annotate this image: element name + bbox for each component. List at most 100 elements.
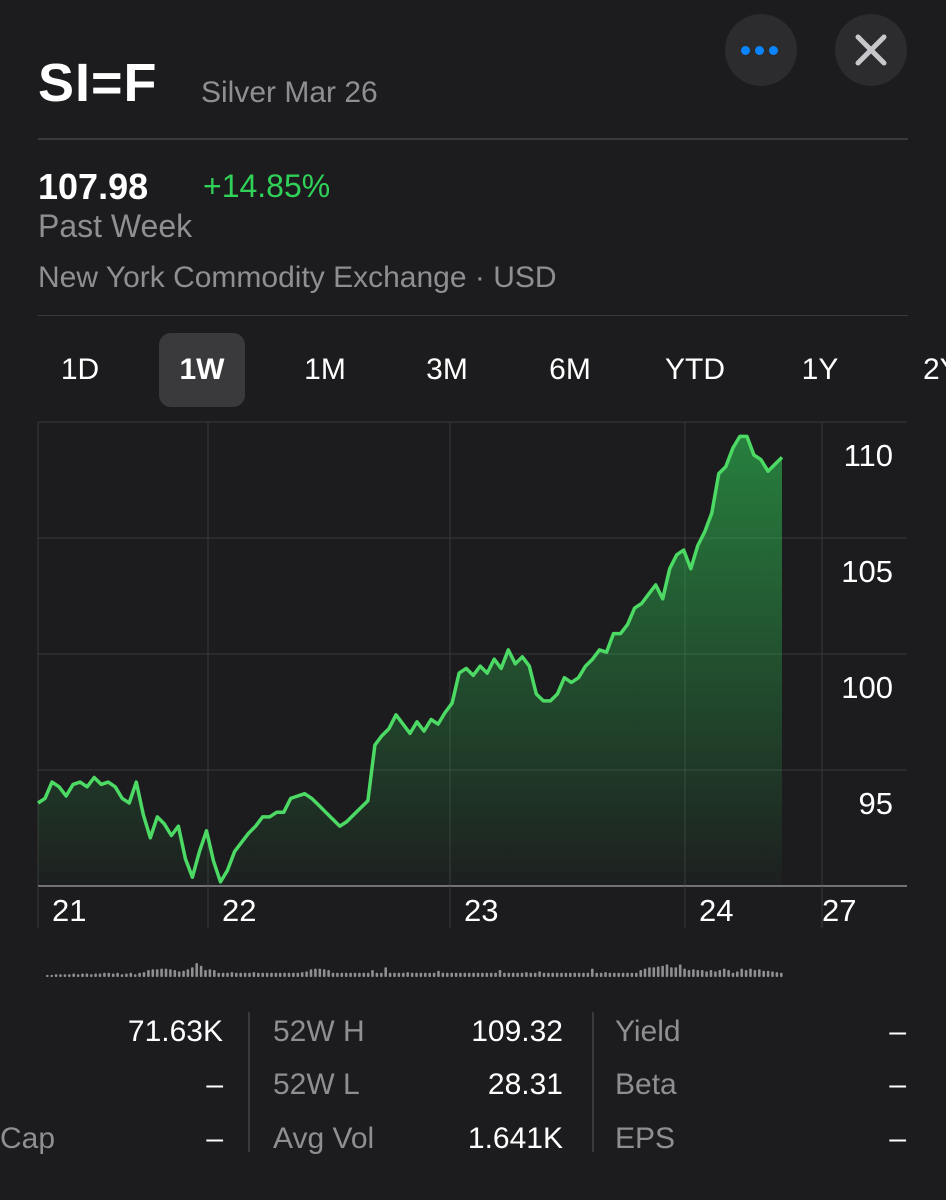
volume-bar <box>437 970 440 977</box>
volume-bar <box>749 968 752 977</box>
volume-bar <box>736 971 739 977</box>
volume-bar <box>573 972 576 977</box>
volume-bar <box>762 970 765 977</box>
volume-bar <box>248 972 251 977</box>
volume-bar <box>410 972 414 977</box>
volume-bar <box>608 972 612 977</box>
volume-bar <box>50 974 53 977</box>
ticker-symbol: SI=F <box>38 53 158 113</box>
x-tick-label-24: 24 <box>699 893 733 928</box>
volume-bar <box>727 970 730 977</box>
stat-value-volume: 71.63K <box>127 1015 223 1048</box>
volume-bar <box>107 972 111 977</box>
volume-bar <box>116 972 119 977</box>
stat-label-avg-vol: Avg Vol <box>273 1122 375 1155</box>
volume-bar <box>643 968 647 977</box>
volume-bar <box>520 972 524 977</box>
x-tick-label-22: 22 <box>222 893 256 928</box>
range-tab-1w[interactable]: 1W <box>159 333 245 407</box>
volume-bar <box>98 973 102 977</box>
volume-bar <box>235 972 238 977</box>
volume-bar <box>648 967 651 977</box>
volume-bar <box>454 972 458 977</box>
y-tick-label-95: 95 <box>859 786 893 821</box>
volume-bar <box>683 968 686 977</box>
volume-bar <box>322 969 326 977</box>
range-tab-1y[interactable]: 1Y <box>801 353 839 386</box>
volume-bar <box>665 964 669 977</box>
volume-bar <box>547 972 550 977</box>
volume-bar <box>450 972 453 977</box>
volume-bar <box>81 973 84 977</box>
volume-bar <box>76 974 80 977</box>
volume-bar <box>463 972 467 977</box>
volume-bar <box>692 969 695 977</box>
current-price: 107.98 <box>38 166 149 207</box>
volume-bar <box>560 972 563 977</box>
volume-bar <box>186 969 190 977</box>
stat-value-52w-high: 109.32 <box>471 1015 563 1048</box>
volume-bar <box>133 974 137 977</box>
range-tab-2y[interactable]: 2Y <box>923 353 946 386</box>
volume-bar <box>85 973 89 977</box>
range-tab-6m[interactable]: 6M <box>549 353 591 386</box>
volume-bar <box>252 972 256 977</box>
volume-bar <box>103 972 106 977</box>
volume-bar <box>160 968 163 977</box>
volume-bar <box>670 967 673 977</box>
volume-bar <box>511 972 515 977</box>
volume-bar <box>771 971 774 977</box>
volume-bar <box>226 972 229 977</box>
volume-bar <box>753 970 757 977</box>
volume-bar <box>613 972 616 977</box>
volume-bar <box>129 972 133 977</box>
range-tab-1d[interactable]: 1D <box>60 353 100 386</box>
y-tick-label-105: 105 <box>841 554 893 589</box>
volume-bar <box>204 970 207 977</box>
stats-separator-2 <box>592 1012 594 1152</box>
range-tab-3m[interactable]: 3M <box>426 353 468 386</box>
x-tick-label-23: 23 <box>464 893 498 928</box>
volume-bar <box>120 974 124 977</box>
range-tab-ytd[interactable]: YTD <box>665 353 725 386</box>
volume-bar <box>393 972 396 977</box>
volume-bar <box>591 968 594 977</box>
volume-bar <box>94 973 97 977</box>
price-chart[interactable]: 110 105 100 95 21 22 23 24 27 <box>0 420 946 940</box>
volume-bar <box>744 970 748 977</box>
volume-bar <box>595 972 598 977</box>
stat-value-yield: – <box>889 1015 906 1048</box>
volume-bar <box>72 973 75 977</box>
volume-bar <box>138 972 141 977</box>
stat-label-52w-low: 52W L <box>273 1068 360 1101</box>
volume-bar <box>164 968 168 977</box>
more-options-button[interactable] <box>725 14 797 86</box>
close-button[interactable] <box>835 14 907 86</box>
range-tab-1m[interactable]: 1M <box>304 353 346 386</box>
volume-bar <box>353 972 357 977</box>
volume-bar <box>375 972 379 977</box>
volume-bar <box>147 970 150 977</box>
volume-bar <box>213 970 216 977</box>
volume-bar <box>406 972 409 977</box>
volume-bar <box>283 972 286 977</box>
volume-bar <box>380 972 383 977</box>
volume-bar <box>441 972 445 977</box>
volume-bar <box>305 971 308 977</box>
volume-bar <box>617 972 620 977</box>
volume-bar <box>46 974 49 977</box>
volume-bars <box>46 963 783 977</box>
instrument-name: Silver Mar 26 <box>201 76 378 109</box>
volume-bar <box>217 972 220 977</box>
volume-bar <box>626 972 629 977</box>
volume-bar <box>54 974 58 977</box>
volume-bar <box>336 972 339 977</box>
volume-bar <box>555 972 559 977</box>
stat-value-52w-low: 28.31 <box>487 1068 563 1101</box>
volume-bar <box>111 973 115 977</box>
stat-value-col1-row2: – <box>206 1068 223 1101</box>
volume-bar <box>582 972 585 977</box>
close-icon <box>855 34 887 66</box>
volume-bar <box>318 968 322 977</box>
volume-bar <box>656 966 660 977</box>
